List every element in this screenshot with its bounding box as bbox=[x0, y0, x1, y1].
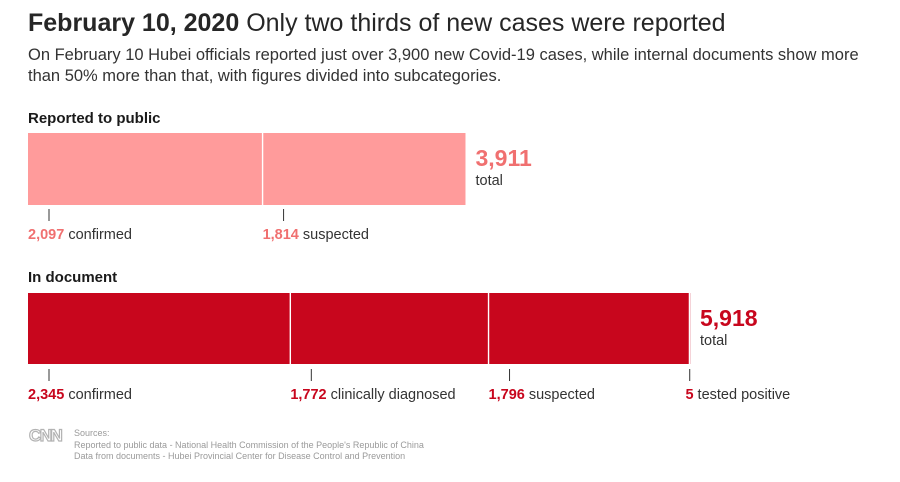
segment-value: 1,796 bbox=[488, 387, 525, 403]
total-value-reported-to-public: 3,911 bbox=[475, 145, 532, 171]
total-value-in-document: 5,918 bbox=[700, 305, 758, 331]
bar-segment-in-document-1 bbox=[290, 293, 489, 364]
segment-category: confirmed bbox=[64, 227, 132, 243]
bar-segment-in-document-2 bbox=[488, 293, 690, 364]
source-document: Data from documents - Hubei Provincial C… bbox=[74, 451, 406, 461]
total-label-reported-to-public: total bbox=[475, 173, 503, 189]
chart-title: February 10, 2020 Only two thirds of new… bbox=[28, 9, 726, 38]
bar-segment-reported-to-public-0 bbox=[28, 133, 263, 205]
cnn-logo: CNN bbox=[28, 425, 64, 449]
bar-label-in-document: In document bbox=[28, 269, 118, 286]
bar-label-reported-to-public: Reported to public bbox=[28, 110, 161, 127]
segment-label-in-document-1: 1,772 clinically diagnosed bbox=[290, 387, 455, 403]
chart-subtitle: On February 10 Hubei officials reported … bbox=[28, 46, 859, 85]
bar-segment-reported-to-public-1 bbox=[262, 133, 466, 205]
sources-title: Sources: bbox=[74, 428, 110, 438]
cnn-logo-text: CNN bbox=[29, 426, 63, 444]
title-headline: Only two thirds of new cases were report… bbox=[246, 9, 726, 37]
segment-label-in-document-2: 1,796 suspected bbox=[489, 387, 595, 403]
segment-label-reported-to-public-0: 2,097 confirmed bbox=[28, 227, 132, 243]
segment-category: suspected bbox=[524, 387, 595, 403]
segment-value: 2,345 bbox=[28, 387, 65, 403]
segment-value: 1,772 bbox=[290, 387, 327, 403]
source-reported: Reported to public data - National Healt… bbox=[74, 439, 424, 450]
segment-category: clinically diagnosed bbox=[326, 387, 456, 403]
segment-value: 2,097 bbox=[28, 227, 65, 243]
segment-category: confirmed bbox=[64, 387, 132, 403]
bar-segment-in-document-0 bbox=[28, 293, 291, 364]
segment-label-reported-to-public-1: 1,814 suspected bbox=[263, 227, 369, 243]
segment-category: tested positive bbox=[693, 387, 791, 403]
segment-category: suspected bbox=[298, 227, 369, 243]
segment-value: 1,814 bbox=[262, 227, 299, 243]
sources: Sources: Reported to public data - Natio… bbox=[74, 428, 424, 463]
segment-label-in-document-3: 5 tested positive bbox=[685, 387, 790, 403]
segment-label-in-document-0: 2,345 confirmed bbox=[28, 387, 132, 403]
segment-value: 5 bbox=[685, 387, 694, 403]
total-label-in-document: total bbox=[700, 333, 728, 349]
title-date: February 10, 2020 bbox=[28, 9, 240, 37]
